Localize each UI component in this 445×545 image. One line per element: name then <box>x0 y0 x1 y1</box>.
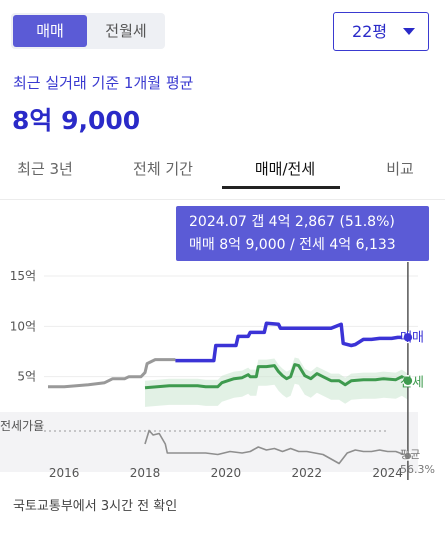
ratio-label-title: 평균 <box>400 448 420 461</box>
y-tick-label: 15억 <box>10 269 36 283</box>
area-dropdown[interactable]: 22평 <box>333 12 429 51</box>
chart-tooltip: 2024.07 갭 4억 2,867 (51.8%) 매매 8억 9,000 /… <box>176 206 429 261</box>
ratio-axis-label: 전세가율 <box>0 419 44 433</box>
history-line <box>48 358 176 389</box>
toggle-rent[interactable]: 전월세 <box>105 22 147 40</box>
ratio-label-value: 56.3% <box>400 463 435 476</box>
sale-price-line <box>175 321 408 363</box>
tab-recent-3y[interactable]: 최근 3년 <box>17 160 73 178</box>
sale-end-point <box>402 331 414 344</box>
area-dropdown-value: 22평 <box>352 22 388 41</box>
active-tab-indicator <box>222 186 340 189</box>
jeonse-range-band <box>145 357 408 407</box>
price-basis-label: 최근 실거래 기준 1개월 평균 <box>13 74 194 92</box>
jeonse-end-point <box>402 374 414 387</box>
average-price: 8억 9,000 <box>12 106 141 135</box>
ratio-band <box>0 412 418 472</box>
toggle-sale[interactable]: 매매 <box>13 15 87 47</box>
tooltip-price-line: 매매 8억 9,000 / 전세 4억 6,133 <box>189 237 396 253</box>
price-chart[interactable]: 15억10억5억0전세가율매매전세평균56.3%2016201820202022… <box>0 262 445 492</box>
x-tick-label: 2020 <box>211 466 242 480</box>
tab-all-period[interactable]: 전체 기간 <box>133 160 193 178</box>
x-tick-label: 2022 <box>292 466 323 480</box>
tooltip-gap-line: 2024.07 갭 4억 2,867 (51.8%) <box>189 214 395 230</box>
x-tick-label: 2016 <box>49 466 80 480</box>
sale-series-label: 매매 <box>400 330 424 345</box>
tab-sale-jeonse[interactable]: 매매/전세 <box>254 160 316 178</box>
jeonse-price-line <box>144 363 409 390</box>
ratio-end-point <box>403 451 413 461</box>
chevron-down-icon <box>403 28 415 35</box>
jeonse-ratio-line <box>144 429 409 465</box>
x-tick-label: 2018 <box>130 466 161 480</box>
period-tabs: 최근 3년 전체 기간 매매/전세 비교 <box>0 150 445 190</box>
y-tick-label: 10억 <box>10 319 36 333</box>
x-tick-label: 2024 <box>372 466 403 480</box>
data-source-note: 국토교통부에서 3시간 전 확인 <box>13 499 178 514</box>
y-tick-label: 5억 <box>17 370 36 384</box>
tab-compare[interactable]: 비교 <box>386 160 414 178</box>
tabs-divider <box>0 199 445 200</box>
trade-type-toggle: 매매 전월세 <box>11 13 165 49</box>
jeonse-series-label: 전세 <box>400 376 424 391</box>
